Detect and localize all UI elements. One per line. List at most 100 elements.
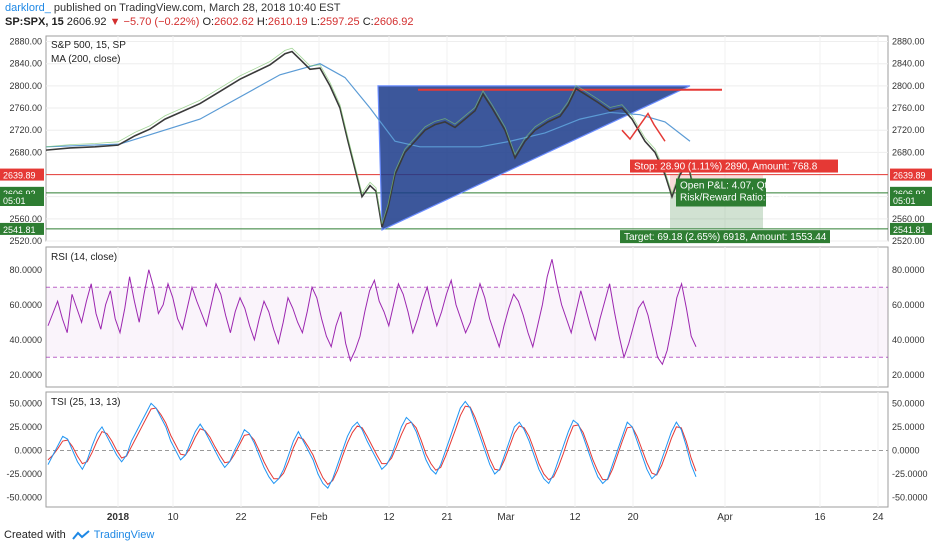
- price-change: ▼ −5.70 (−0.22%): [109, 16, 200, 28]
- price-badge-bg: [890, 168, 932, 181]
- stop-label: Stop: 28.90 (1.11%) 2890, Amount: 768.8: [634, 162, 818, 173]
- tsi-ytick-left: -25.0000: [6, 469, 42, 479]
- price-line: [45, 50, 695, 228]
- symbol-label: SP:SPX, 15: [5, 16, 64, 28]
- tsi-ytick-left: 50.0000: [9, 398, 42, 408]
- price-ytick-left: 2800.00: [9, 81, 42, 91]
- tsi-line: [47, 400, 697, 489]
- rsi-ytick-left: 60.0000: [9, 300, 42, 310]
- price-badge: 2639.89: [3, 171, 36, 181]
- price-ytick-left: 2720.00: [9, 125, 42, 135]
- price-ytick-left: 2560.00: [9, 214, 42, 224]
- rsi-ytick-right: 80.0000: [892, 265, 925, 275]
- price-ytick-right: 2760.00: [892, 103, 925, 113]
- price-badge-bg: [890, 222, 932, 235]
- open-pl-label: Open P&L: 4.07, Qty: 8: [680, 180, 784, 191]
- price-badge: 05:01: [893, 196, 916, 206]
- price-ytick-left: 2880.00: [9, 37, 42, 47]
- close-label: C:: [362, 16, 374, 28]
- price-badge: 2639.89: [893, 171, 926, 181]
- x-tick-label: Mar: [497, 512, 515, 523]
- rsi-ytick-right: 40.0000: [892, 335, 925, 345]
- price-ytick-right: 2560.00: [892, 214, 925, 224]
- x-tick-label: 22: [235, 512, 247, 523]
- tradingview-logo-icon: [71, 530, 90, 540]
- high-value: 2610.19: [267, 16, 308, 28]
- publish-line: darklord_ published on TradingView.com, …: [5, 2, 341, 14]
- x-tick-label: Apr: [717, 512, 733, 523]
- price-title: S&P 500, 15, SP: [51, 40, 126, 51]
- pane-frame-rsi: [45, 246, 889, 388]
- created-with-text: Created with: [4, 529, 66, 541]
- tsi-ytick-right: 50.0000: [892, 398, 925, 408]
- price-ytick-right: 2800.00: [892, 81, 925, 91]
- target-label: Target: 69.18 (2.65%) 6918, Amount: 1553…: [624, 232, 827, 243]
- price-badge: 2541.81: [893, 225, 926, 235]
- author-link[interactable]: darklord_: [5, 2, 51, 14]
- x-tick-label: 20: [627, 512, 639, 523]
- open-pl-bg: [676, 178, 766, 207]
- rr-ratio-label: Risk/Reward Ratio: 2.39: [680, 192, 788, 203]
- zigzag-pattern: [621, 112, 666, 142]
- rsi-ytick-left: 40.0000: [9, 335, 42, 345]
- tsi-ytick-right: -50.0000: [892, 493, 928, 503]
- price-badge: 2606.92: [893, 189, 926, 199]
- price-ytick-right: 2720.00: [892, 125, 925, 135]
- price-badge: 2541.81: [3, 225, 36, 235]
- stop-label-bg: [630, 159, 838, 173]
- open-label: O:: [202, 16, 215, 28]
- footer: Created with TradingView: [4, 529, 154, 541]
- tsi-title: TSI (25, 13, 13): [51, 397, 120, 408]
- brand-name: TradingView: [93, 529, 155, 541]
- close-value: 2606.92: [373, 16, 414, 28]
- price-ytick-right: 2520.00: [892, 236, 925, 246]
- tsi-ytick-left: 25.0000: [9, 422, 42, 432]
- rsi-band: [46, 287, 888, 358]
- price-wick-line: [45, 47, 695, 224]
- publish-text: published on TradingView.com, March 28, …: [53, 2, 341, 14]
- price-ytick-right: 2840.00: [892, 59, 925, 69]
- symmetrical-triangle: [377, 85, 691, 231]
- high-label: H:: [256, 16, 268, 28]
- price-ytick-left: 2680.00: [9, 147, 42, 157]
- x-tick-label: 24: [872, 512, 884, 523]
- x-tick-label: 12: [383, 512, 395, 523]
- tsi-ytick-left: 0.0000: [14, 445, 42, 455]
- x-tick-label: 2018: [107, 512, 130, 523]
- tsi-ytick-right: 25.0000: [892, 422, 925, 432]
- price-badge: 2606.92: [3, 189, 36, 199]
- x-tick-label: 21: [441, 512, 453, 523]
- price-badge: 05:01: [3, 196, 26, 206]
- open-value: 2602.62: [214, 16, 254, 28]
- rsi-ytick-left: 20.0000: [9, 370, 42, 380]
- tradingview-brand[interactable]: TradingView: [71, 529, 155, 541]
- price-badge-bg: [890, 194, 932, 206]
- tsi-ytick-right: -25.0000: [892, 469, 928, 479]
- price-ytick-left: 2840.00: [9, 59, 42, 69]
- target-label-bg: [620, 230, 830, 244]
- tsi-ytick-left: -50.0000: [6, 493, 42, 503]
- ma-legend: MA (200, close): [51, 54, 120, 65]
- pane-frame-tsi: [45, 391, 889, 508]
- x-tick-label: Feb: [310, 512, 328, 523]
- x-tick-label: 10: [167, 512, 179, 523]
- price-badge-bg: [0, 168, 44, 181]
- tsi-ytick-right: 0.0000: [892, 445, 920, 455]
- low-value: 2597.25: [319, 16, 360, 28]
- price-badge-bg: [0, 194, 44, 206]
- low-label: L:: [310, 16, 320, 28]
- price-ytick-right: 2880.00: [892, 37, 925, 47]
- price-ytick-left: 2520.00: [9, 236, 42, 246]
- rsi-title: RSI (14, close): [51, 252, 117, 263]
- rsi-ytick-left: 80.0000: [9, 265, 42, 275]
- symbol-line: SP:SPX, 15 2606.92 ▼ −5.70 (−0.22%) O:26…: [5, 16, 414, 28]
- price-badge-bg: [0, 222, 44, 235]
- rsi-ytick-right: 60.0000: [892, 300, 925, 310]
- last-price: 2606.92: [66, 16, 107, 28]
- price-ytick-right: 2680.00: [892, 147, 925, 157]
- rsi-ytick-right: 20.0000: [892, 370, 925, 380]
- rsi-line: [47, 259, 697, 366]
- x-tick-label: 12: [569, 512, 581, 523]
- ma-200-line: [45, 63, 691, 148]
